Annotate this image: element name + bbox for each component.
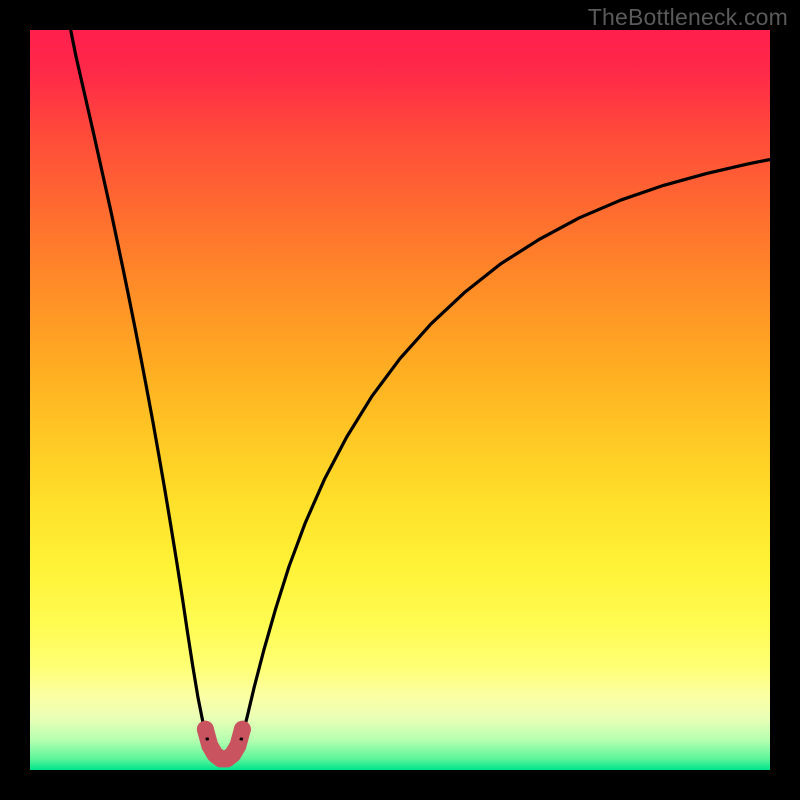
valley-marker-1	[234, 721, 251, 738]
chart-background	[30, 30, 770, 770]
chart-root: { "watermark": "TheBottleneck.com", "cha…	[0, 0, 800, 800]
watermark-text: TheBottleneck.com	[588, 4, 788, 31]
valley-marker-0	[197, 721, 214, 738]
bottleneck-chart	[0, 0, 800, 800]
